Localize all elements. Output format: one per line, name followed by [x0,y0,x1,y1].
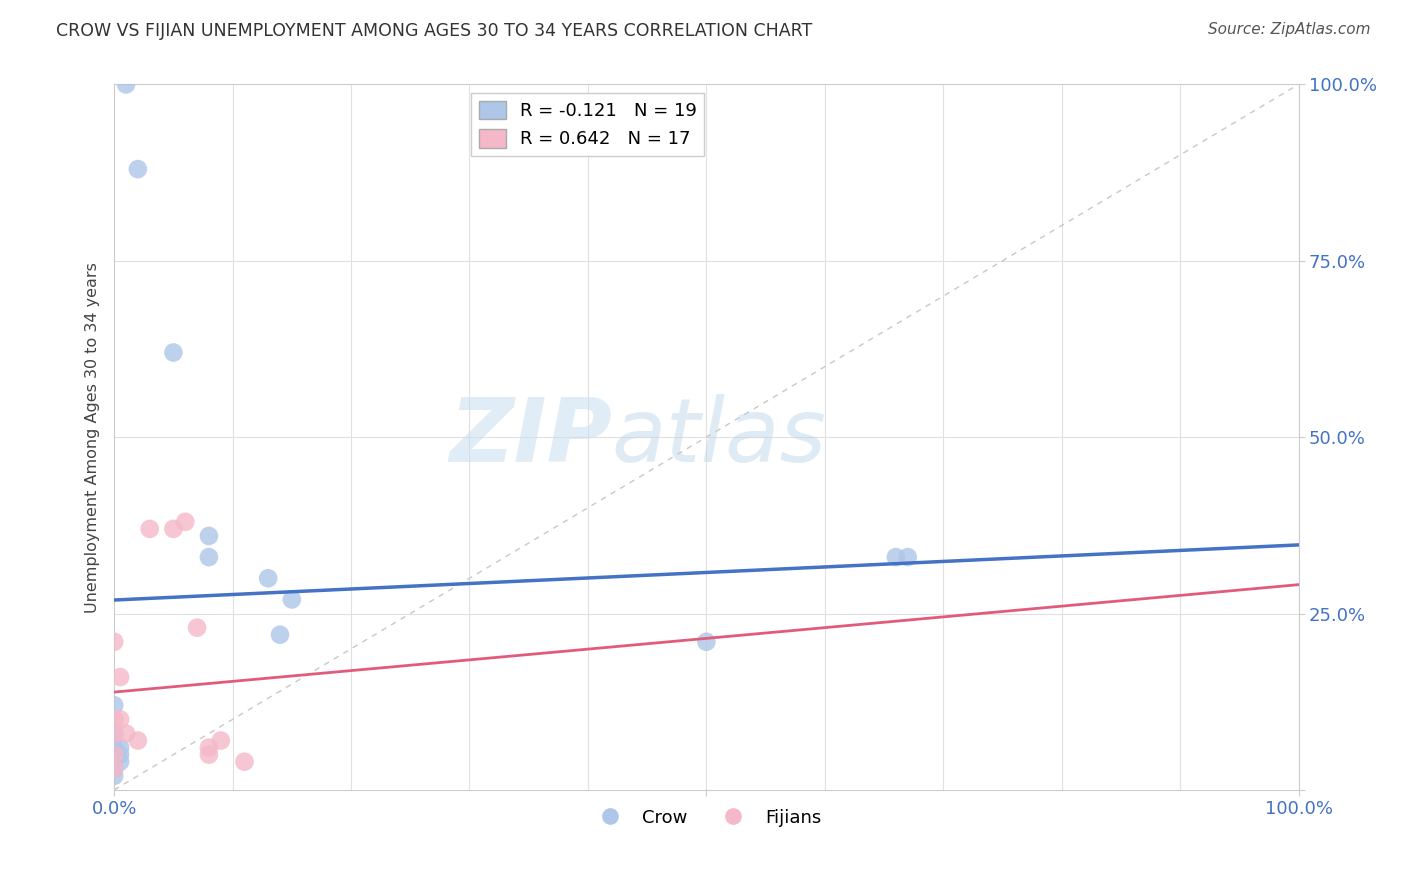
Point [103,634,125,648]
Point [162,522,184,536]
Text: atlas: atlas [612,394,827,480]
Legend: Crow, Fijians: Crow, Fijians [585,801,828,834]
Point [884,550,907,565]
Point [127,162,149,177]
Point [138,522,160,536]
Point [103,726,125,740]
Text: CROW VS FIJIAN UNEMPLOYMENT AMONG AGES 30 TO 34 YEARS CORRELATION CHART: CROW VS FIJIAN UNEMPLOYMENT AMONG AGES 3… [56,22,813,40]
Point [233,755,256,769]
Point [269,628,291,642]
Point [257,571,280,585]
Point [198,740,221,755]
Point [103,769,125,783]
Point [198,550,221,565]
Point [198,529,221,543]
Point [174,515,197,529]
Point [209,733,232,747]
Point [103,762,125,776]
Point [108,670,131,684]
Point [108,755,131,769]
Point [115,78,138,92]
Point [108,747,131,762]
Point [162,345,184,359]
Point [115,726,138,740]
Point [198,747,221,762]
Point [695,634,717,648]
Point [281,592,304,607]
Point [103,762,125,776]
Point [103,740,125,755]
Text: Source: ZipAtlas.com: Source: ZipAtlas.com [1208,22,1371,37]
Point [103,747,125,762]
Text: ZIP: ZIP [449,393,612,481]
Point [103,698,125,713]
Point [897,550,920,565]
Point [186,621,208,635]
Point [127,733,149,747]
Y-axis label: Unemployment Among Ages 30 to 34 years: Unemployment Among Ages 30 to 34 years [86,261,100,613]
Point [103,726,125,740]
Point [108,740,131,755]
Point [108,712,131,726]
Point [103,712,125,726]
